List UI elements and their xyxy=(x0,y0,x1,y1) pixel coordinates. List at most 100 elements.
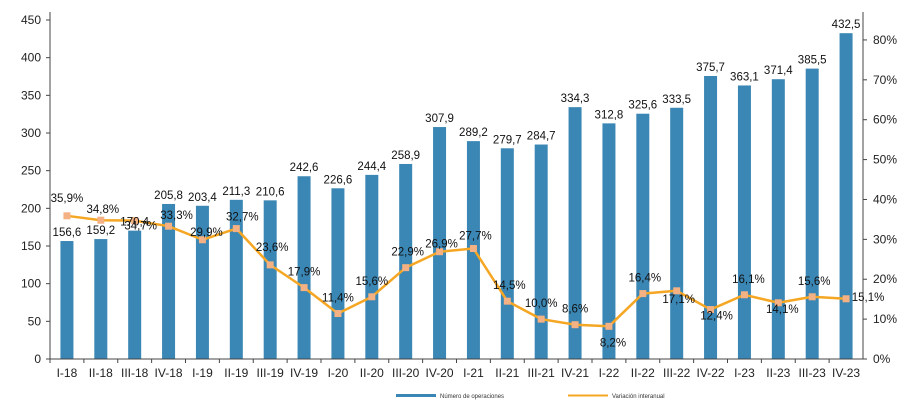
line-value-label: 26,9% xyxy=(425,239,458,251)
line-point xyxy=(469,245,477,253)
bar xyxy=(399,163,413,359)
bar-value-label: 244,4 xyxy=(357,161,386,173)
line-point xyxy=(571,321,579,329)
bar xyxy=(229,199,243,359)
bar-value-label: 205,8 xyxy=(154,190,183,202)
x-tick-label: I-22 xyxy=(599,366,620,380)
x-tick-label: I-23 xyxy=(734,366,755,380)
right-tick-label: 30% xyxy=(873,232,897,246)
left-tick-label: 100 xyxy=(21,277,41,291)
x-tick-label: III-22 xyxy=(663,366,691,380)
x-tick-label: IV-22 xyxy=(697,366,725,380)
line-value-label: 8,6% xyxy=(562,304,588,316)
right-tick-label: 0% xyxy=(873,352,891,366)
line-point xyxy=(334,310,342,318)
axes-layer: 0 50 100 150 200 250 300 350 400 450 0% 10% 20% 30% 40… xyxy=(21,12,897,380)
bar xyxy=(60,241,74,359)
x-tick-label: I-21 xyxy=(463,366,484,380)
bar xyxy=(433,127,447,359)
line-value-label: 14,1% xyxy=(766,304,799,316)
x-tick-label: II-23 xyxy=(766,366,790,380)
line-value-label: 12,4% xyxy=(700,311,733,323)
legend-bar-label: Número de operaciones xyxy=(440,394,504,400)
bar-value-label: 159,2 xyxy=(86,225,115,237)
x-tick-label: IV-18 xyxy=(155,366,183,380)
line-point xyxy=(774,299,782,307)
right-tick-label: 70% xyxy=(873,73,897,87)
right-tick-label: 50% xyxy=(873,153,897,167)
right-tick-label: 40% xyxy=(873,192,897,206)
left-tick-label: 150 xyxy=(21,239,41,253)
line-value-label: 27,7% xyxy=(459,231,492,243)
line-value-label: 15,6% xyxy=(798,276,831,288)
line-point xyxy=(131,217,139,225)
bar xyxy=(365,174,379,359)
line-point xyxy=(808,293,816,301)
line-value-label: 35,9% xyxy=(51,193,84,205)
legend-bar-swatch xyxy=(396,394,436,397)
bar xyxy=(602,123,616,359)
bar xyxy=(263,200,277,359)
x-tick-label: II-22 xyxy=(631,366,655,380)
x-tick-label: I-19 xyxy=(192,366,213,380)
line-point xyxy=(842,295,850,303)
line-point xyxy=(198,236,206,244)
bar xyxy=(331,188,345,359)
x-tick-label: I-18 xyxy=(57,366,78,380)
line-point xyxy=(537,315,545,323)
line-value-label: 32,7% xyxy=(226,212,259,224)
line-series xyxy=(66,214,847,328)
line-point xyxy=(673,287,681,295)
bar-value-label: 363,1 xyxy=(730,71,759,83)
bar xyxy=(670,107,684,359)
legend-line-label: Variación interanual xyxy=(612,394,665,400)
x-tick-label: III-19 xyxy=(257,366,285,380)
bar-value-label: 203,4 xyxy=(188,192,217,204)
x-tick-label: II-21 xyxy=(495,366,519,380)
line-value-label: 16,1% xyxy=(732,274,765,286)
line-point xyxy=(402,264,410,272)
line-value-label: 14,5% xyxy=(493,280,526,292)
bar xyxy=(568,107,582,359)
right-tick-label: 20% xyxy=(873,272,897,286)
bar xyxy=(297,176,311,359)
left-tick-label: 0 xyxy=(34,352,41,366)
bar xyxy=(704,75,718,360)
bar-value-label: 307,9 xyxy=(425,113,454,125)
bar xyxy=(839,33,853,359)
line-value-label: 15,6% xyxy=(356,276,389,288)
bar-value-label: 279,7 xyxy=(493,134,522,146)
bar-value-label: 371,4 xyxy=(764,65,793,77)
bar xyxy=(805,68,819,359)
bar-value-label: 432,5 xyxy=(832,19,861,31)
bar-value-label: 226,6 xyxy=(324,174,353,186)
bars-layer xyxy=(60,33,853,360)
x-tick-label: III-23 xyxy=(799,366,827,380)
bar xyxy=(94,239,108,359)
bar-value-label: 289,2 xyxy=(459,127,488,139)
bar xyxy=(737,85,751,360)
left-tick-label: 300 xyxy=(21,126,41,140)
bar-value-label: 375,7 xyxy=(696,62,725,74)
line-value-label: 34,7% xyxy=(124,221,157,233)
line-point xyxy=(503,297,511,305)
right-tick-label: 60% xyxy=(873,113,897,127)
x-tick-label: III-20 xyxy=(392,366,420,380)
x-tick-label: II-19 xyxy=(224,366,248,380)
line-value-label: 17,1% xyxy=(662,294,695,306)
line-layer xyxy=(63,212,850,330)
left-tick-label: 50 xyxy=(28,314,42,328)
line-value-label: 23,6% xyxy=(256,242,289,254)
bar-value-label: 312,8 xyxy=(595,109,624,121)
line-point xyxy=(97,216,105,224)
line-point xyxy=(300,284,308,292)
left-tick-label: 450 xyxy=(21,13,41,27)
x-tick-label: IV-19 xyxy=(290,366,318,380)
x-tick-label: II-18 xyxy=(89,366,113,380)
bar-value-label: 156,6 xyxy=(53,227,82,239)
x-tick-label: II-20 xyxy=(360,366,384,380)
line-point xyxy=(165,222,173,230)
bar xyxy=(636,113,650,360)
bar-value-label: 242,6 xyxy=(290,162,319,174)
